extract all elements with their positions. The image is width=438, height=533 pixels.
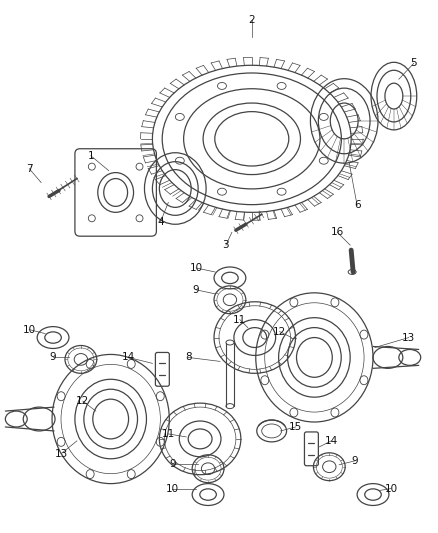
Text: 5: 5: [410, 58, 417, 68]
Text: 1: 1: [88, 151, 94, 161]
Text: 13: 13: [54, 449, 67, 459]
Text: 9: 9: [352, 456, 358, 466]
Text: 11: 11: [162, 429, 175, 439]
Text: 14: 14: [122, 352, 135, 362]
Text: 6: 6: [354, 200, 360, 211]
Text: 10: 10: [23, 325, 36, 335]
Text: 13: 13: [402, 333, 415, 343]
Text: 9: 9: [193, 285, 199, 295]
Text: 4: 4: [157, 217, 164, 227]
Text: 15: 15: [289, 422, 302, 432]
Text: 11: 11: [233, 314, 247, 325]
Text: 10: 10: [166, 483, 179, 494]
Text: 12: 12: [273, 327, 286, 336]
Text: 9: 9: [50, 352, 57, 362]
Text: 7: 7: [26, 164, 32, 174]
Text: 3: 3: [223, 240, 229, 250]
Text: 10: 10: [190, 263, 203, 273]
Text: 12: 12: [76, 396, 89, 406]
Text: 16: 16: [331, 227, 344, 237]
Text: 10: 10: [384, 483, 397, 494]
Text: 9: 9: [169, 459, 176, 469]
Text: 8: 8: [185, 352, 191, 362]
Text: 2: 2: [248, 14, 255, 25]
Text: 14: 14: [325, 436, 338, 446]
